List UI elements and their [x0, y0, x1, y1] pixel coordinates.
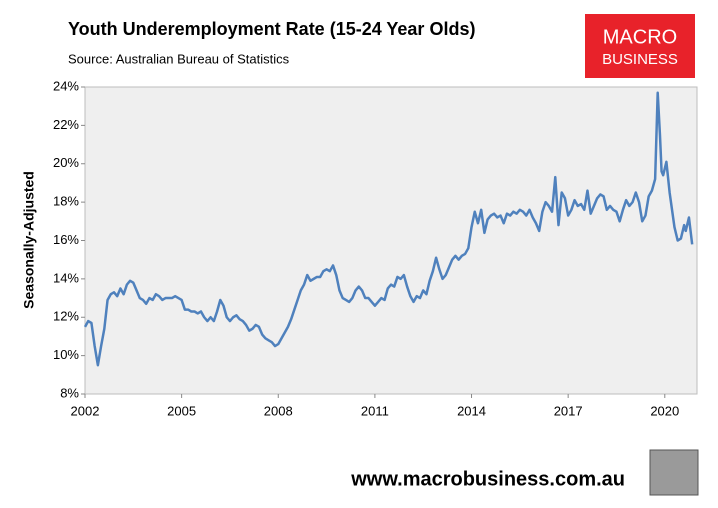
footer: www.macrobusiness.com.au	[350, 468, 625, 490]
logo-text: BUSINESS	[602, 51, 678, 68]
logo-image	[649, 449, 699, 496]
plot-area	[84, 86, 698, 395]
y-tick-label: 14%	[53, 270, 79, 285]
logo-box	[585, 14, 695, 78]
y-tick-label: 20%	[53, 155, 79, 170]
y-tick-label: 16%	[53, 232, 79, 247]
x-tick-label: 2017	[554, 403, 583, 418]
logo-text: MACRO	[603, 26, 677, 48]
chart-subtitle: Source: Australian Bureau of Statistics	[68, 51, 290, 66]
x-tick-label: 2005	[167, 403, 196, 418]
x-tick-label: 2002	[71, 403, 100, 418]
x-tick-label: 2008	[264, 403, 293, 418]
y-tick-label: 22%	[53, 117, 79, 132]
y-tick-label: 18%	[53, 194, 79, 209]
y-tick-label: 24%	[53, 78, 79, 93]
x-tick-label: 2020	[650, 403, 679, 418]
chart-title: Youth Underemployment Rate (15-24 Year O…	[68, 19, 475, 39]
y-tick-label: 10%	[53, 347, 79, 362]
line-series	[83, 91, 694, 367]
y-tick-label: 8%	[60, 385, 79, 400]
y-tick-label: 12%	[53, 309, 79, 324]
y-axis-label: Seasonally-Adjusted	[21, 171, 37, 309]
x-tick-label: 2011	[361, 403, 389, 418]
x-tick-label: 2014	[457, 403, 486, 418]
